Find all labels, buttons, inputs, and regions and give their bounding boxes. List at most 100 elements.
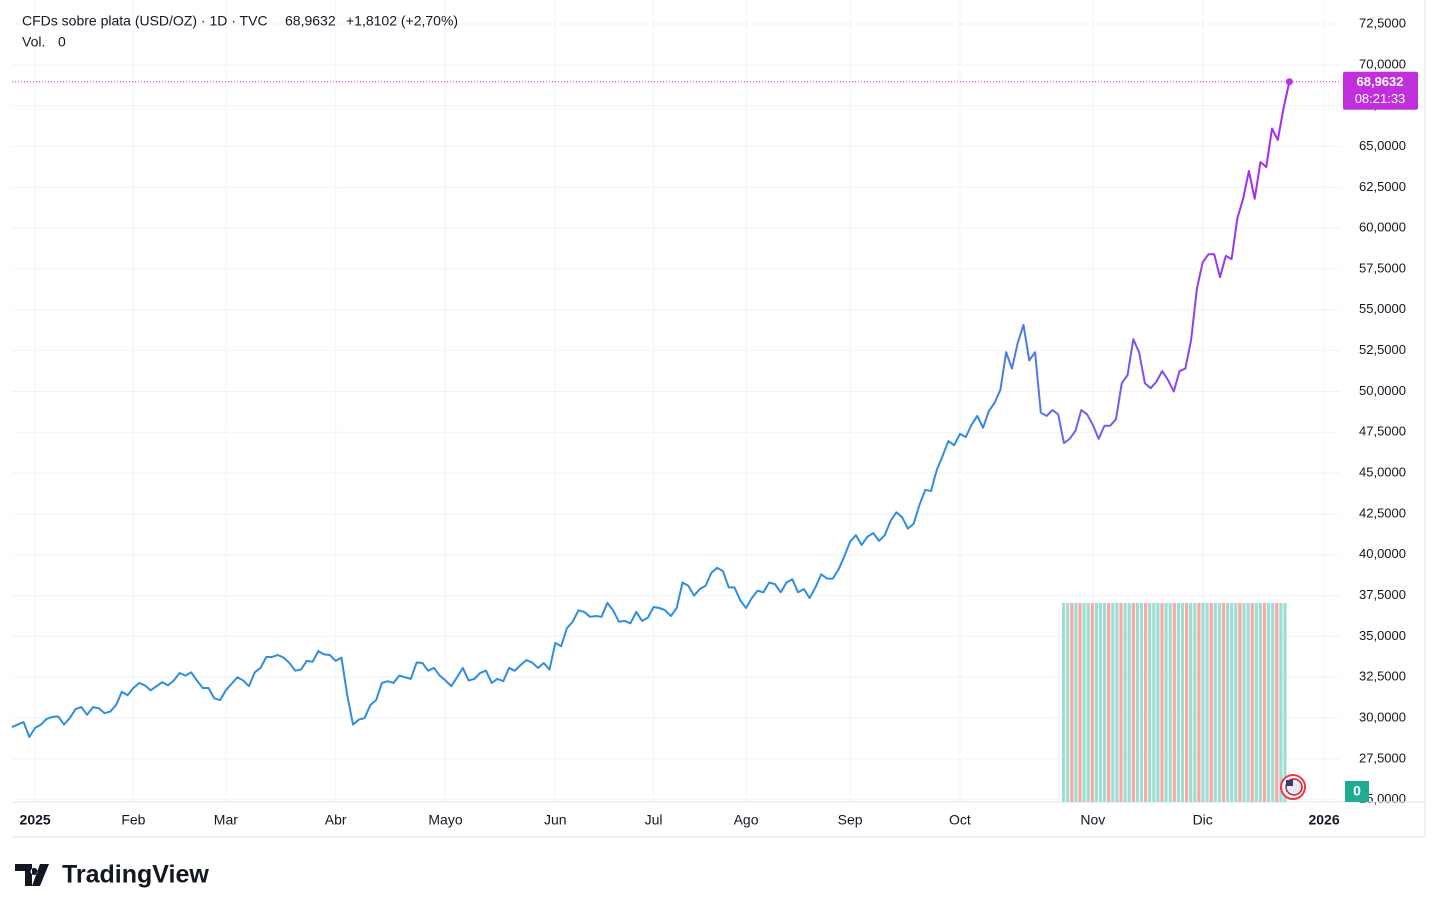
branding: TradingView — [62, 861, 209, 889]
volume-bar — [1062, 603, 1066, 802]
volume-bar — [1230, 603, 1234, 802]
volume-bar — [1217, 603, 1221, 802]
volume-bar — [1271, 603, 1275, 802]
volume-bar — [1172, 603, 1176, 802]
volume-bar — [1066, 603, 1070, 802]
volume-bar — [1238, 603, 1242, 802]
volume-label: Vol. — [22, 34, 45, 50]
volume-bar — [1258, 603, 1262, 802]
volume-bar — [1152, 603, 1156, 802]
x-tick-label: Feb — [121, 812, 145, 828]
volume-bar — [1086, 603, 1090, 802]
x-tick-label: Dic — [1193, 812, 1213, 828]
x-tick-label: Jul — [645, 812, 663, 828]
volume-bar — [1213, 603, 1217, 802]
x-tick-label: Sep — [838, 812, 863, 828]
volume-bar — [1275, 603, 1279, 802]
y-tick-label: 52,5000 — [1359, 342, 1406, 357]
volume-bar — [1098, 603, 1103, 802]
volume-bar — [1267, 603, 1271, 802]
volume-bar — [1176, 603, 1180, 802]
y-tick-label: 40,0000 — [1359, 546, 1406, 561]
volume-bar — [1283, 603, 1287, 802]
volume-bar — [1094, 603, 1098, 802]
x-tick-label: 2025 — [20, 812, 51, 828]
y-tick-label: 62,5000 — [1359, 179, 1406, 194]
x-tick-label: Ago — [734, 812, 759, 828]
volume-bar — [1254, 603, 1258, 802]
volume-bar — [1262, 603, 1267, 802]
price-tag — [1343, 71, 1418, 110]
price-tag-countdown: 08:21:33 — [1355, 91, 1406, 106]
y-tick-label: 60,0000 — [1359, 220, 1406, 235]
volume-tag — [1345, 781, 1369, 802]
volume-bar — [1107, 603, 1111, 802]
volume-bar — [1180, 603, 1185, 802]
y-tick-label: 55,0000 — [1359, 301, 1406, 316]
volume-bar — [1250, 603, 1254, 802]
y-tick-label: 70,0000 — [1359, 56, 1406, 71]
volume-bar — [1160, 603, 1164, 802]
volume-bar — [1111, 603, 1115, 802]
x-tick-label: Jun — [544, 812, 567, 828]
volume-bar — [1201, 603, 1205, 802]
volume-bar — [1135, 603, 1139, 802]
volume-bar — [1090, 603, 1094, 802]
volume-bar — [1103, 603, 1107, 802]
y-tick-label: 45,0000 — [1359, 465, 1406, 480]
logo — [15, 864, 49, 886]
y-tick-label: 32,5000 — [1359, 669, 1406, 684]
volume-bar — [1070, 603, 1074, 802]
y-tick-label: 37,5000 — [1359, 587, 1406, 602]
volume-bar — [1123, 603, 1127, 802]
x-tick-label: 2026 — [1308, 812, 1339, 828]
x-tick-label: Mar — [214, 812, 238, 828]
volume-bar — [1156, 603, 1160, 802]
volume-bar — [1168, 603, 1172, 802]
volume-bar — [1246, 603, 1250, 802]
volume-bar — [1115, 603, 1119, 802]
x-tick-label: Oct — [949, 812, 971, 828]
volume-bar — [1131, 603, 1135, 802]
volume-bar — [1197, 603, 1201, 802]
y-tick-label: 35,0000 — [1359, 628, 1406, 643]
volume-bar — [1127, 603, 1131, 802]
volume-bar — [1139, 603, 1144, 802]
volume-bar — [1193, 603, 1197, 802]
volume-tag-value: 0 — [1353, 783, 1361, 799]
header-price: 68,9632 — [285, 13, 336, 29]
volume-bar — [1226, 603, 1230, 802]
volume-bar — [1164, 603, 1168, 802]
x-tick-label: Nov — [1080, 812, 1105, 828]
y-tick-label: 30,0000 — [1359, 709, 1406, 724]
header-change: +1,8102 (+2,70%) — [346, 13, 458, 29]
grid — [12, 0, 1340, 802]
price-line — [11, 81, 1291, 738]
volume-bar — [1242, 603, 1246, 802]
y-tick-label: 47,5000 — [1359, 424, 1406, 439]
y-tick-label: 65,0000 — [1359, 138, 1406, 153]
y-tick-label: 50,0000 — [1359, 383, 1406, 398]
volume-bar — [1234, 603, 1238, 802]
flag-icon — [1280, 774, 1306, 800]
last-point — [1285, 78, 1293, 86]
volume-bar — [1221, 603, 1226, 802]
volume-bar — [1279, 603, 1283, 802]
volume-bars — [1062, 603, 1287, 802]
flag-canton — [1286, 780, 1293, 786]
volume-bar — [1144, 603, 1148, 802]
volume-bar — [1148, 603, 1152, 802]
volume-bar — [1078, 603, 1082, 802]
y-tick-label: 27,5000 — [1359, 750, 1406, 765]
x-tick-label: Mayo — [428, 812, 462, 828]
y-tick-label: 72,5000 — [1359, 15, 1406, 30]
price-tag-price: 68,9632 — [1357, 74, 1404, 89]
y-tick-label: 57,5000 — [1359, 260, 1406, 275]
volume-bar — [1205, 603, 1209, 802]
volume-bar — [1209, 603, 1213, 802]
volume-bar — [1082, 603, 1086, 802]
y-tick-label: 42,5000 — [1359, 505, 1406, 520]
volume-value: 0 — [58, 34, 66, 50]
volume-bar — [1074, 603, 1078, 802]
